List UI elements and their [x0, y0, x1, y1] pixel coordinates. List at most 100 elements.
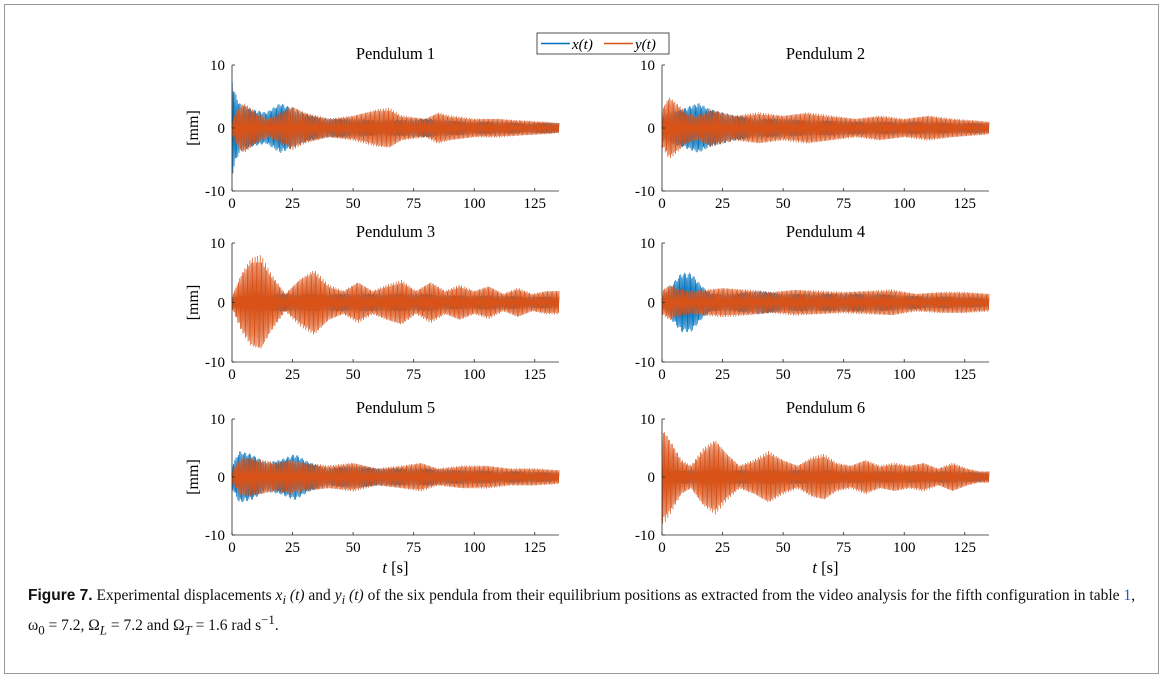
x-tick-label: 0 — [228, 367, 236, 383]
x-tick-label: 25 — [285, 540, 300, 556]
panel-title: Pendulum 5 — [356, 398, 435, 417]
y-tick-label: -10 — [635, 184, 655, 200]
panel-title: Pendulum 4 — [786, 222, 865, 241]
y-tick-label: -10 — [205, 355, 225, 371]
x-axis-label-unit: [s] — [387, 558, 409, 577]
y-tick-label: 10 — [640, 58, 655, 74]
caption-sup: −1 — [261, 612, 275, 628]
x-tick-label: 125 — [954, 196, 977, 212]
figure-frame — [4, 4, 1159, 674]
x-tick-label: 125 — [954, 540, 977, 556]
legend-x-label: x(t) — [571, 37, 593, 53]
caption-text-2: of the six pendula from their equilibriu… — [363, 587, 1124, 604]
x-tick-label: 0 — [228, 196, 236, 212]
x-tick-label: 50 — [776, 196, 791, 212]
x-tick-label: 0 — [658, 367, 666, 383]
caption-sub-i-x: i — [282, 592, 287, 608]
series-y-line-pendulum-1 — [231, 103, 560, 153]
y-tick-label: 10 — [640, 412, 655, 428]
caption-table-link[interactable]: 1 — [1123, 587, 1132, 604]
x-tick-label: 0 — [658, 540, 666, 556]
y-tick-label: 10 — [640, 236, 655, 252]
x-tick-label: 25 — [285, 196, 300, 212]
y-tick-label: -10 — [205, 184, 225, 200]
x-tick-label: 75 — [836, 367, 851, 383]
x-tick-label: 75 — [406, 367, 421, 383]
x-tick-label: 100 — [463, 196, 486, 212]
caption-sub-T: T — [184, 622, 192, 638]
x-tick-label: 125 — [524, 540, 547, 556]
x-axis-label-var: t — [812, 558, 817, 577]
panel-title: Pendulum 6 — [786, 398, 865, 417]
x-axis-label-unit: [s] — [817, 558, 839, 577]
caption-text-4: = 7.2, Ω — [44, 617, 100, 635]
x-axis-label-var: t — [382, 558, 387, 577]
caption-arg-t-x: (t) — [286, 587, 305, 604]
legend-box — [536, 32, 670, 55]
series-y-line-pendulum-6 — [661, 432, 990, 524]
y-tick-label: 0 — [648, 296, 656, 312]
caption-and: and — [304, 587, 335, 604]
x-tick-label: 50 — [776, 540, 791, 556]
x-tick-label: 50 — [346, 367, 361, 383]
x-tick-label: 75 — [836, 540, 851, 556]
x-tick-label: 100 — [893, 540, 916, 556]
caption-sub-0: 0 — [38, 622, 45, 638]
y-tick-label: 10 — [210, 412, 225, 428]
caption-text-5: = 7.2 and Ω — [106, 617, 185, 635]
x-tick-label: 125 — [954, 367, 977, 383]
y-tick-label: -10 — [205, 528, 225, 544]
x-tick-label: 0 — [228, 540, 236, 556]
y-axis-label: [mm] — [185, 285, 202, 321]
series-y-line-pendulum-5 — [231, 457, 560, 497]
x-tick-label: 125 — [524, 367, 547, 383]
x-axis-label: t [s] — [382, 558, 408, 577]
caption-sub-L: L — [99, 622, 107, 638]
y-tick-label: -10 — [635, 355, 655, 371]
caption-text-3: , ω — [28, 587, 1136, 635]
x-tick-label: 100 — [893, 367, 916, 383]
x-tick-label: 100 — [463, 367, 486, 383]
y-tick-label: 0 — [218, 121, 226, 137]
panel-title: Pendulum 2 — [786, 44, 865, 63]
x-tick-label: 75 — [836, 196, 851, 212]
series-y-line-pendulum-4 — [661, 285, 990, 320]
legend-y-label: y(t) — [633, 37, 656, 53]
x-tick-label: 25 — [715, 196, 730, 212]
panel-title: Pendulum 3 — [356, 222, 435, 241]
y-tick-label: 0 — [648, 121, 656, 137]
x-tick-label: 125 — [524, 196, 547, 212]
x-tick-label: 25 — [715, 367, 730, 383]
caption-var-x: x — [275, 587, 283, 604]
x-tick-label: 100 — [463, 540, 486, 556]
x-tick-label: 50 — [346, 196, 361, 212]
x-axis-label: t [s] — [812, 558, 838, 577]
x-tick-label: 0 — [658, 196, 666, 212]
x-tick-label: 100 — [893, 196, 916, 212]
caption-text-1: Experimental displacements — [92, 587, 276, 604]
caption-text-7: . — [274, 617, 279, 635]
x-tick-label: 50 — [776, 367, 791, 383]
y-tick-label: 10 — [210, 58, 225, 74]
y-tick-label: 10 — [210, 236, 225, 252]
x-tick-label: 50 — [346, 540, 361, 556]
caption-sub-i-y: i — [341, 592, 346, 608]
caption-text-6: = 1.6 rad s — [191, 617, 262, 635]
y-tick-label: 0 — [218, 296, 226, 312]
x-tick-label: 75 — [406, 196, 421, 212]
legend: x(t) y(t) — [536, 32, 670, 55]
series-y-line-pendulum-3 — [231, 255, 560, 349]
y-axis-label: [mm] — [185, 110, 202, 146]
y-axis-label: [mm] — [185, 459, 202, 495]
figure-caption: Figure 7. Experimental displacements xi … — [28, 586, 1138, 640]
caption-label: Figure 7. — [28, 587, 93, 604]
x-tick-label: 25 — [715, 540, 730, 556]
